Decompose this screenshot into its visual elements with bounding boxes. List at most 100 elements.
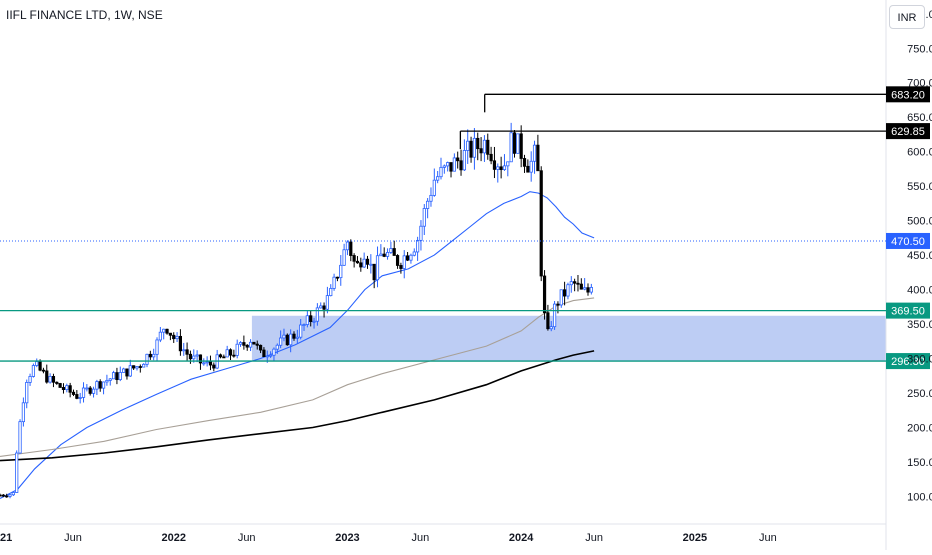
chart-title: IIFL FINANCE LTD, 1W, NSE	[6, 8, 163, 22]
candle	[18, 419, 22, 454]
candle	[506, 161, 510, 177]
candle	[282, 328, 286, 342]
candle	[222, 354, 226, 359]
x-tick-label: 2023	[335, 532, 359, 544]
candle	[175, 332, 179, 343]
x-tick-label: Jun	[585, 532, 603, 544]
y-tick-label: 400.00	[907, 285, 932, 297]
candle	[369, 254, 373, 274]
candle	[526, 159, 530, 173]
candle	[375, 246, 380, 288]
candle	[529, 151, 533, 182]
candle	[132, 365, 136, 370]
candle	[409, 253, 413, 264]
candle	[462, 139, 466, 172]
moving-average-line	[0, 191, 595, 499]
candle	[118, 366, 122, 382]
y-tick-label: 750.00	[907, 43, 932, 55]
candle	[75, 390, 79, 400]
y-tick-label: 200.00	[907, 422, 932, 434]
candle	[365, 255, 370, 269]
candle	[583, 278, 587, 291]
candle	[258, 344, 263, 354]
candle	[573, 278, 577, 292]
candle	[185, 342, 189, 361]
candle	[188, 350, 193, 364]
candle	[395, 254, 400, 269]
candle	[566, 282, 570, 300]
candle	[419, 220, 423, 251]
candle	[269, 351, 273, 358]
candle	[459, 149, 463, 176]
candle	[589, 283, 593, 295]
candle	[315, 303, 319, 326]
y-tick-label: 150.00	[907, 457, 932, 469]
candle	[536, 134, 540, 172]
candle	[355, 256, 360, 264]
svg-text:369.50: 369.50	[891, 306, 925, 318]
candle	[472, 128, 477, 170]
candle	[215, 349, 219, 370]
candle	[452, 153, 456, 172]
candle	[539, 166, 543, 282]
candle	[0, 493, 2, 497]
candle	[432, 168, 436, 197]
moving-average-line	[0, 297, 595, 457]
candle	[579, 278, 583, 290]
candle	[11, 492, 15, 496]
candle	[522, 154, 527, 173]
currency-selector[interactable]: INR	[889, 5, 925, 29]
candle	[469, 136, 473, 163]
candle	[111, 370, 116, 380]
candle	[155, 337, 159, 362]
candle	[416, 236, 420, 261]
candle	[512, 130, 517, 158]
price-level-badge: 683.20	[886, 86, 930, 103]
candle	[95, 379, 99, 396]
candle	[41, 367, 46, 374]
candle	[335, 276, 340, 282]
candle	[255, 340, 259, 350]
candle	[172, 332, 176, 343]
x-tick-label: 2025	[683, 532, 707, 544]
candle	[145, 353, 149, 368]
candle	[208, 355, 213, 371]
candle	[399, 262, 403, 274]
candle	[8, 494, 12, 499]
candle	[78, 392, 82, 404]
candle	[232, 349, 236, 358]
candle	[569, 276, 573, 293]
candle	[248, 339, 253, 352]
candle	[442, 164, 446, 174]
y-tick-label: 350.00	[907, 319, 932, 331]
candle	[158, 326, 162, 343]
candle	[385, 248, 390, 260]
candle	[309, 310, 313, 327]
candle	[5, 493, 9, 498]
candle	[362, 252, 366, 269]
candle	[305, 310, 309, 328]
candle	[108, 378, 112, 386]
candle	[152, 348, 156, 361]
x-tick-label: Jun	[412, 532, 430, 544]
candle	[81, 382, 86, 403]
candle	[492, 146, 497, 179]
candle	[586, 283, 590, 296]
candle	[446, 161, 450, 172]
x-tick-label: 2021	[0, 532, 12, 544]
candle	[502, 154, 507, 171]
candle	[279, 330, 283, 349]
candle	[21, 397, 25, 427]
moving-average-line	[0, 350, 595, 462]
candle	[51, 373, 56, 388]
y-tick-label: 550.00	[907, 181, 932, 193]
x-tick-label: Jun	[64, 532, 82, 544]
candle	[516, 133, 520, 154]
candle	[45, 364, 49, 384]
candle	[532, 140, 537, 174]
y-tick-label: 700.00	[907, 78, 932, 90]
candle	[148, 350, 152, 360]
candle	[552, 300, 557, 330]
